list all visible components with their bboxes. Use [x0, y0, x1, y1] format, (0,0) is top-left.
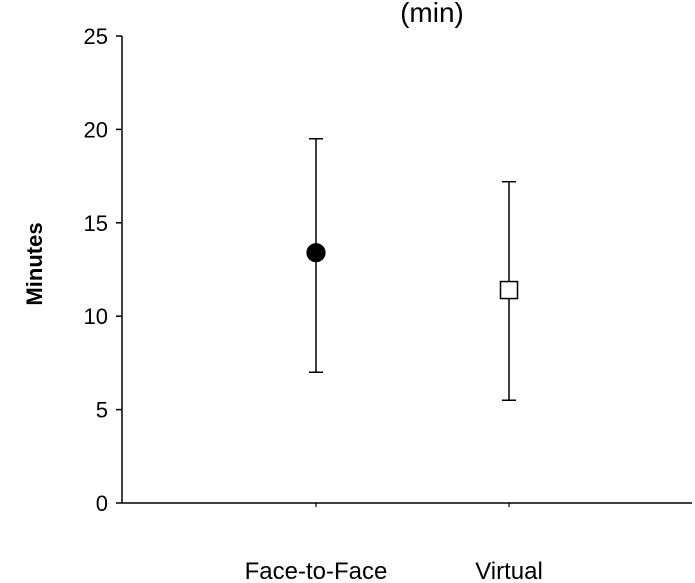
y-tick-label-10: 10 — [84, 304, 108, 329]
x-category-label-0: Face-to-Face — [245, 558, 388, 583]
y-tick-label-15: 15 — [84, 211, 108, 236]
chart-title-fragment: (min) — [400, 0, 464, 28]
y-tick-label-0: 0 — [96, 491, 108, 516]
data-point-0 — [306, 243, 326, 263]
y-tick-label-5: 5 — [96, 398, 108, 423]
y-axis-label: Minutes — [22, 222, 47, 305]
y-tick-label-20: 20 — [84, 117, 108, 142]
y-tick-label-25: 25 — [84, 24, 108, 49]
data-point-1 — [499, 280, 519, 300]
x-category-label-1: Virtual — [475, 558, 543, 583]
